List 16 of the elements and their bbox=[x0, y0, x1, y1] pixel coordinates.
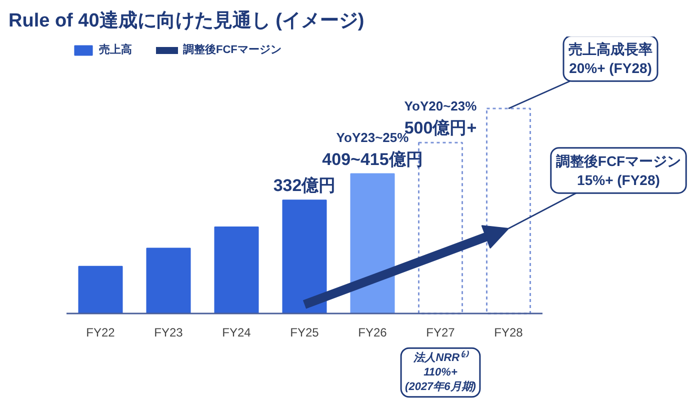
legend-label: 調整後FCFマージン bbox=[183, 42, 282, 57]
data-label: 409~415億円 bbox=[322, 150, 423, 169]
x-tick-label: FY22 bbox=[86, 326, 116, 340]
x-tick-label: FY23 bbox=[154, 326, 184, 340]
chart-title: Rule of 40達成に向けた見通し (イメージ) bbox=[8, 10, 364, 32]
text: 法人NRR⁽²⁾ 110%+ (2027年6月期) bbox=[405, 350, 476, 393]
x-tick-label: FY25 bbox=[290, 326, 320, 340]
data-label: 332億円 bbox=[273, 176, 336, 196]
x-tick-label: FY28 bbox=[494, 326, 524, 340]
x-tick-label: FY26 bbox=[358, 326, 388, 340]
text: 調整後FCFマージン 15%+ (FY28) bbox=[556, 152, 682, 188]
x-tick-label: FY27 bbox=[426, 326, 456, 340]
annotation: YoY20~23% bbox=[404, 98, 478, 114]
legend-label: 売上高 bbox=[99, 42, 132, 57]
x-tick-label: FY24 bbox=[222, 326, 252, 340]
annotation: 売上高成長率 20%+ (FY28) bbox=[568, 40, 652, 76]
